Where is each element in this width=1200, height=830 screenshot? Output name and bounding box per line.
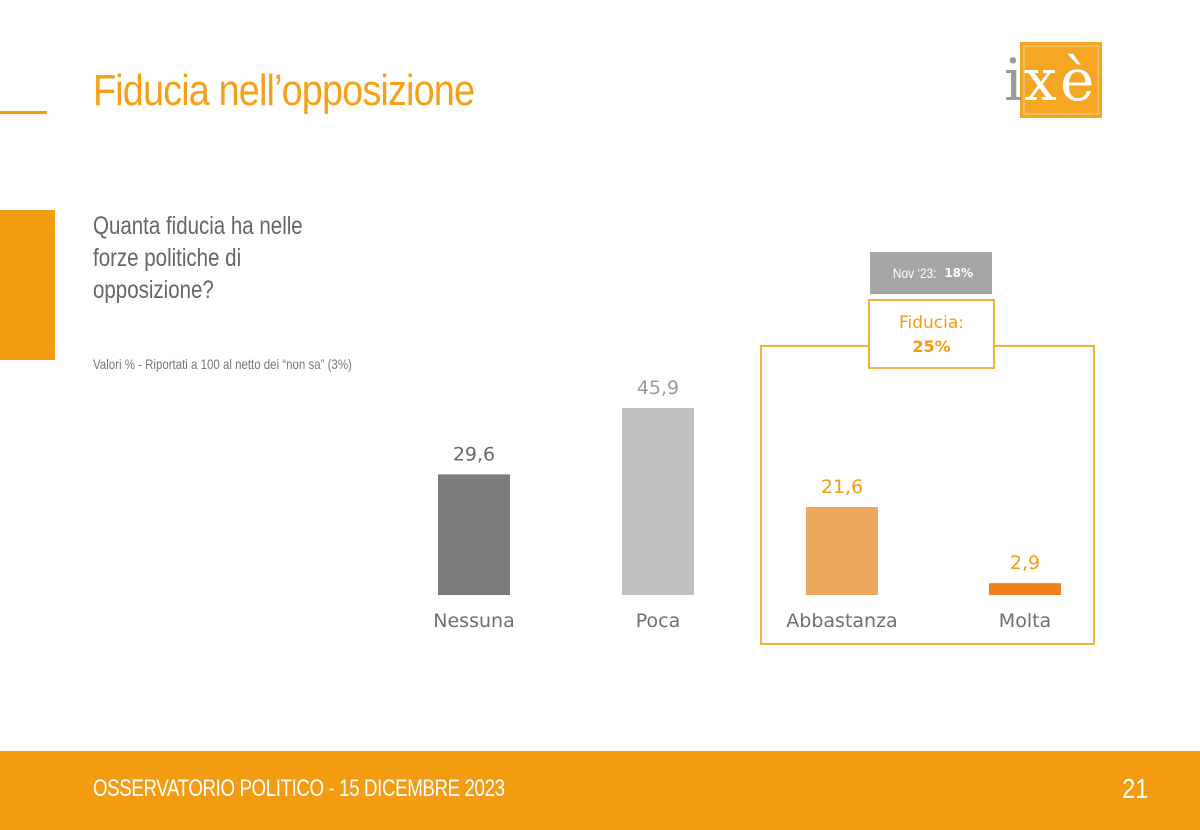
fiducia-callout: Fiducia: 25%: [868, 299, 995, 369]
comparison-label: Nov ‘23:: [892, 265, 937, 281]
value-label-molta: 2,9: [1010, 552, 1040, 574]
value-label-poca: 45,9: [637, 377, 679, 399]
page-title: Fiducia nell’opposizione: [93, 66, 475, 115]
value-label-abbastanza: 21,6: [821, 476, 863, 498]
category-label-poca: Poca: [636, 610, 681, 632]
category-label-molta: Molta: [999, 610, 1051, 632]
bar-nessuna: [438, 474, 510, 595]
svg-text:i: i: [1004, 46, 1023, 114]
title-accent-line: [0, 111, 47, 114]
side-accent-tab: [0, 210, 55, 360]
category-label-nessuna: Nessuna: [433, 610, 514, 632]
comparison-badge: Nov ‘23: 18%: [870, 252, 992, 294]
footer-text: OSSERVATORIO POLITICO - 15 DICEMBRE 2023: [93, 775, 505, 802]
comparison-value: 18%: [944, 266, 974, 280]
category-label-abbastanza: Abbastanza: [786, 610, 897, 632]
ixe-logo: i x è: [1004, 42, 1102, 118]
bar-molta: [989, 583, 1061, 595]
fiducia-value: 25%: [912, 336, 951, 356]
footer-bar: OSSERVATORIO POLITICO - 15 DICEMBRE 2023…: [0, 751, 1200, 830]
chart-note: Valori % - Riportati a 100 al netto dei …: [93, 356, 352, 372]
question-text: Quanta fiducia ha nelle forze politiche …: [93, 212, 303, 304]
page-number: 21: [1122, 773, 1149, 804]
bar-poca: [622, 408, 694, 595]
fiducia-label: Fiducia:: [898, 312, 965, 333]
bar-chart: 29,6 Nessuna 45,9 Poca 21,6 Abbastanza 2,9 Molt…: [433, 377, 1061, 632]
svg-text:è: è: [1060, 46, 1094, 114]
bar-abbastanza: [806, 507, 878, 595]
value-label-nessuna: 29,6: [453, 443, 495, 465]
svg-text:x: x: [1024, 46, 1057, 114]
